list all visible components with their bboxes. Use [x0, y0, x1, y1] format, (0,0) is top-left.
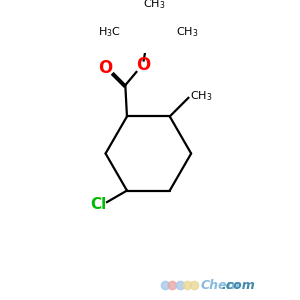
Text: Cl: Cl — [91, 197, 107, 212]
Text: CH$_3$: CH$_3$ — [176, 26, 199, 39]
Text: CH$_3$: CH$_3$ — [143, 0, 166, 11]
Text: Chem: Chem — [201, 279, 241, 292]
Text: H$_3$C: H$_3$C — [98, 26, 122, 39]
Text: CH$_3$: CH$_3$ — [190, 89, 213, 103]
Text: .com: .com — [222, 279, 255, 292]
Text: O: O — [136, 56, 151, 74]
Text: O: O — [99, 59, 113, 77]
